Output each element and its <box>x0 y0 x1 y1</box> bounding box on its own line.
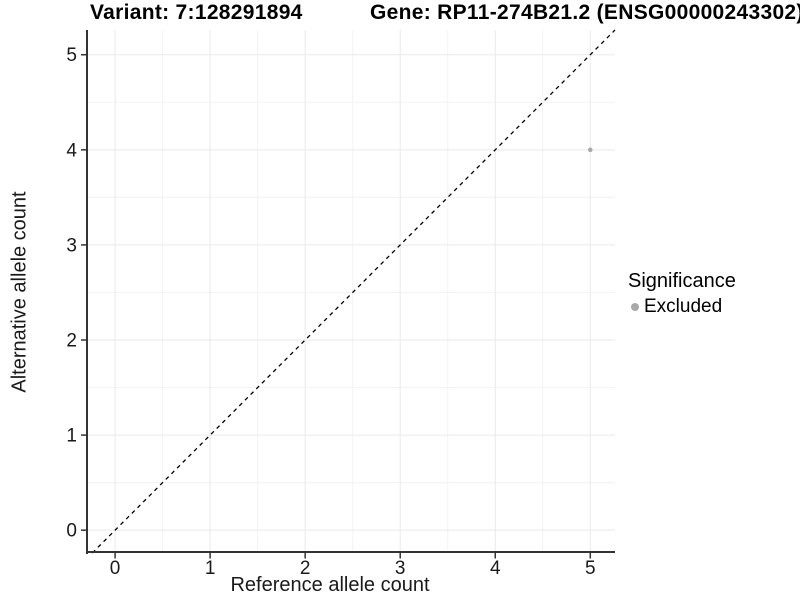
x-tick-label: 4 <box>490 558 501 579</box>
x-tick-label: 2 <box>300 558 311 579</box>
y-tick-label: 5 <box>66 45 77 66</box>
y-tick-label: 2 <box>66 330 77 351</box>
y-tick-label: 3 <box>66 235 77 256</box>
identity-line <box>91 29 616 554</box>
x-tick-label: 1 <box>205 558 216 579</box>
legend-item-excluded: Excluded <box>628 296 736 318</box>
plot-title-gene: Gene: RP11-274B21.2 (ENSG00000243302) <box>370 1 800 24</box>
x-tick-label: 0 <box>110 558 121 579</box>
x-tick-label: 3 <box>395 558 406 579</box>
y-tick-label: 0 <box>66 521 77 542</box>
y-tick-label: 4 <box>66 140 77 161</box>
y-axis-label: Alternative allele count <box>8 191 31 393</box>
data-point <box>587 147 593 153</box>
plot-title-variant: Variant: 7:128291894 <box>90 1 303 24</box>
y-tick-label: 1 <box>66 426 77 447</box>
x-axis-label: Reference allele count <box>230 574 430 596</box>
x-tick-label: 5 <box>585 558 596 579</box>
legend-point-icon <box>631 303 639 311</box>
legend-item-label: Excluded <box>644 296 723 317</box>
legend-title: Significance <box>628 270 736 292</box>
legend: Significance Excluded <box>628 270 736 318</box>
